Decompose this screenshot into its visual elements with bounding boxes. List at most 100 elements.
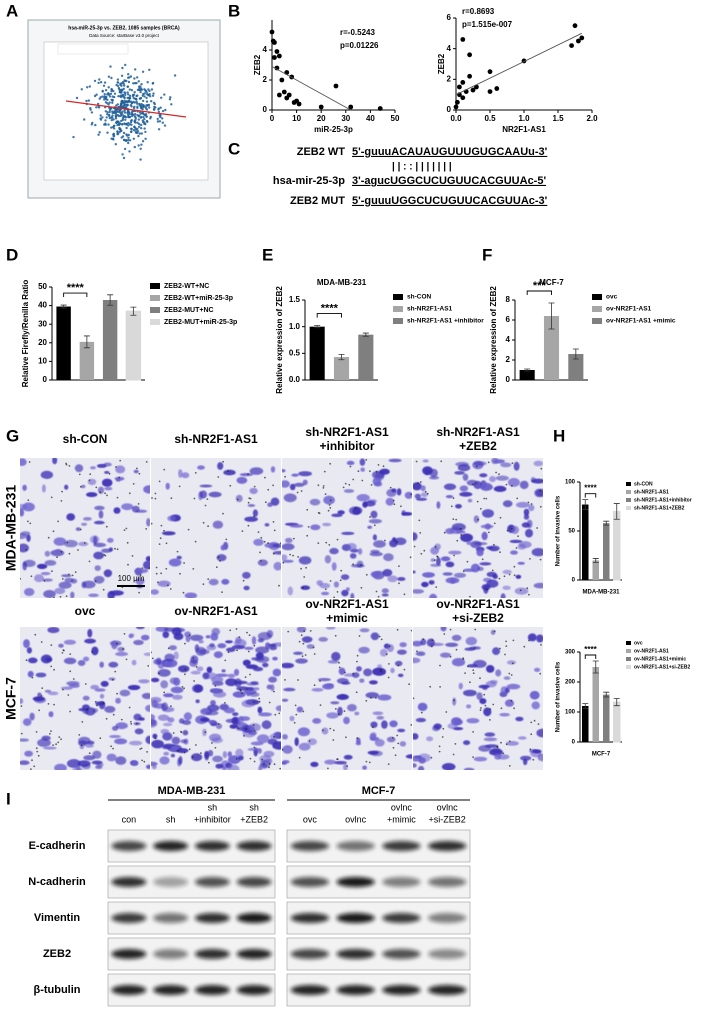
pore xyxy=(358,635,361,637)
error-bar xyxy=(582,499,589,510)
pore xyxy=(211,742,213,744)
cell xyxy=(143,652,150,657)
pore xyxy=(25,659,28,662)
error-bar xyxy=(338,354,345,361)
blot-band xyxy=(427,877,467,887)
legend-swatch xyxy=(626,506,631,510)
pore xyxy=(20,732,23,735)
pore xyxy=(128,492,131,495)
cell xyxy=(462,473,469,481)
pore xyxy=(540,467,543,470)
cell xyxy=(413,763,417,768)
pore xyxy=(260,536,263,539)
pore xyxy=(72,678,75,680)
image-dot xyxy=(153,102,156,106)
pore xyxy=(50,644,53,646)
pore xyxy=(369,516,371,518)
cell xyxy=(190,670,201,675)
legend-swatch xyxy=(592,306,602,312)
cell xyxy=(151,739,164,749)
pore xyxy=(163,529,165,532)
pore xyxy=(495,471,497,474)
cell xyxy=(20,698,24,704)
image-dot xyxy=(122,131,126,135)
cell xyxy=(227,673,236,678)
pore xyxy=(354,507,357,509)
blot-band xyxy=(336,841,375,851)
cell xyxy=(533,582,543,589)
cell xyxy=(270,497,280,506)
column-label: ovc xyxy=(75,604,96,618)
image-dot xyxy=(139,97,142,100)
cell xyxy=(452,697,457,706)
cell xyxy=(505,741,519,746)
pore xyxy=(466,560,469,563)
pore xyxy=(493,630,496,633)
x-tick-label: 0 xyxy=(270,114,275,123)
cell xyxy=(115,651,129,657)
image-dot xyxy=(144,89,147,92)
pore xyxy=(388,645,391,648)
pore xyxy=(480,707,482,709)
cell xyxy=(20,504,28,510)
image-dot xyxy=(130,127,133,131)
cell xyxy=(387,575,398,583)
cell xyxy=(357,548,363,555)
cell xyxy=(143,485,150,494)
cell xyxy=(196,666,204,672)
pore xyxy=(455,518,458,521)
pore xyxy=(528,639,530,642)
pore xyxy=(365,699,368,702)
pore xyxy=(438,745,441,748)
pore xyxy=(69,710,71,713)
pore xyxy=(222,460,225,463)
cell xyxy=(253,687,260,691)
cell xyxy=(24,750,33,757)
y-axis-label: Relative Firefly/Renilla Ratio xyxy=(21,280,30,388)
pore xyxy=(195,744,197,746)
cell xyxy=(178,665,190,673)
cell xyxy=(163,659,178,668)
cell xyxy=(297,727,310,737)
pore xyxy=(356,660,358,663)
pore xyxy=(435,586,438,588)
cell xyxy=(53,537,67,546)
image-dot xyxy=(124,93,127,97)
x-tick-label: 40 xyxy=(366,114,375,123)
cell xyxy=(109,640,122,647)
pore xyxy=(323,470,326,473)
cell xyxy=(479,562,492,566)
pore xyxy=(151,522,153,525)
significance-bracket xyxy=(526,290,552,295)
cell xyxy=(483,585,489,594)
image-dot xyxy=(125,139,128,142)
blot-band xyxy=(290,877,330,887)
sequence: 5'-guuuUGGCUCUGUUCACGUUAc-3' xyxy=(352,195,548,207)
protein-label: E-cadherin xyxy=(29,840,86,852)
pore xyxy=(88,752,91,755)
image-dot xyxy=(108,95,112,98)
pore xyxy=(239,689,242,692)
pore xyxy=(439,686,441,688)
pore xyxy=(328,544,331,546)
pore xyxy=(508,765,511,767)
pore xyxy=(352,563,354,566)
cell xyxy=(448,550,462,555)
pore xyxy=(396,734,399,737)
image-dot xyxy=(141,94,144,97)
image-dot xyxy=(156,117,159,121)
pore xyxy=(128,706,131,709)
image-dot xyxy=(140,143,143,146)
pore xyxy=(370,696,372,699)
cell xyxy=(454,530,466,534)
cell xyxy=(473,461,487,466)
image-plot-area xyxy=(43,41,209,181)
image-dot xyxy=(104,101,108,104)
pore xyxy=(27,499,30,501)
image-dot xyxy=(127,136,130,139)
bar xyxy=(125,310,142,381)
image-dot xyxy=(137,134,140,138)
cell xyxy=(466,718,480,724)
pore xyxy=(248,634,251,637)
image-source: Data Source: starBase v3.0 project xyxy=(89,33,160,38)
